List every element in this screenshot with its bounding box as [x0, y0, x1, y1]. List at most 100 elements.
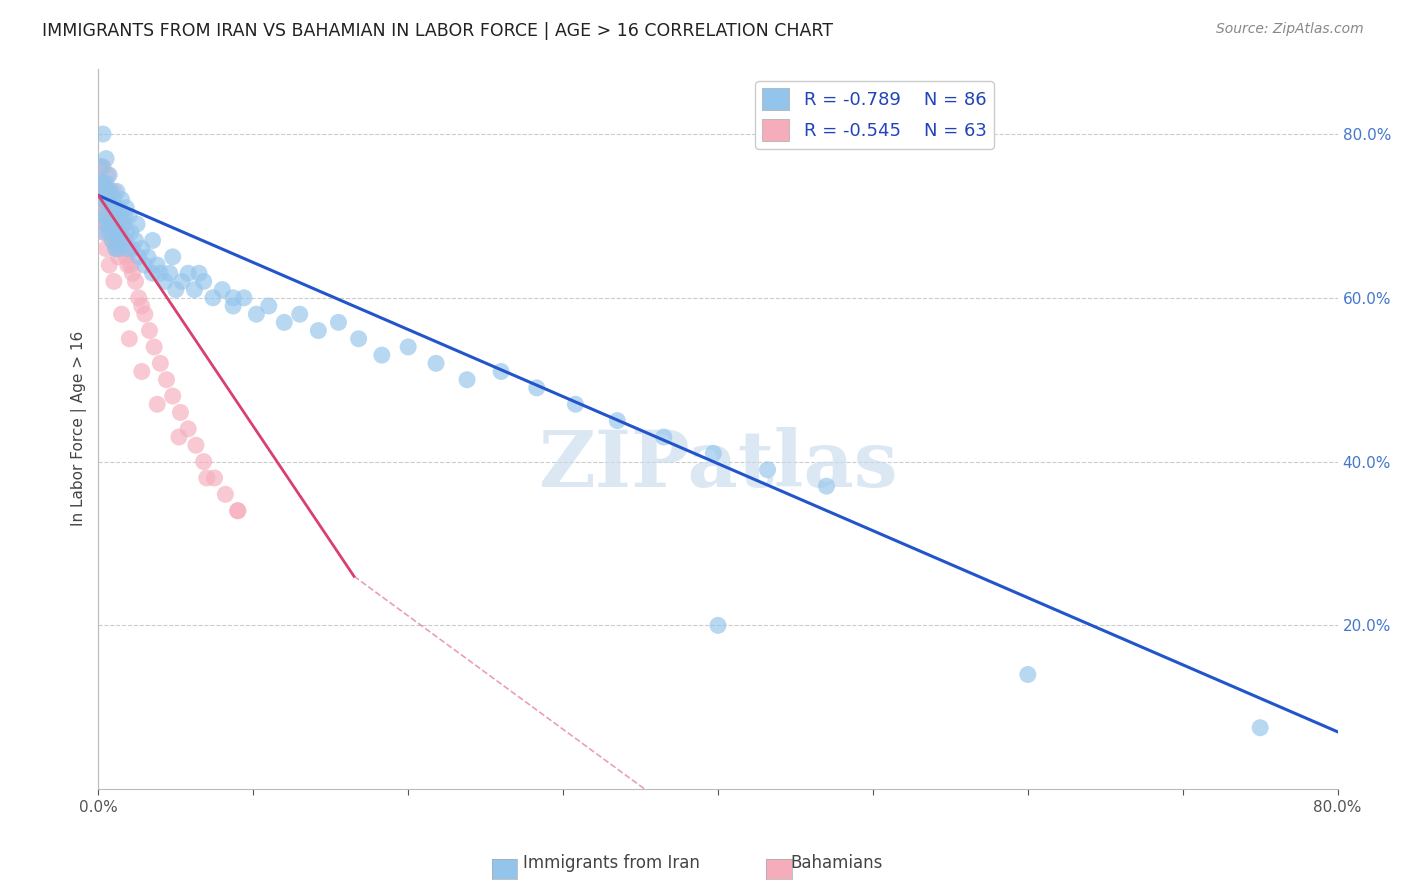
Point: [93, 176, 115, 190]
Point: [108, 225, 131, 239]
Point: [94, 217, 117, 231]
Text: Immigrants from Iran: Immigrants from Iran: [523, 855, 700, 872]
Point: [91, 160, 114, 174]
Point: [105, 185, 128, 199]
Point: [110, 193, 132, 207]
Point: [101, 201, 124, 215]
Point: [165, 283, 187, 297]
Point: [112, 217, 135, 231]
Point: [134, 258, 156, 272]
Point: [226, 504, 249, 518]
Point: [89, 193, 111, 207]
Point: [526, 381, 548, 395]
Point: [98, 258, 121, 272]
Point: [101, 234, 124, 248]
Point: [103, 185, 125, 199]
Point: [142, 266, 165, 280]
Point: [103, 225, 125, 239]
Point: [105, 242, 128, 256]
Point: [94, 242, 117, 256]
Point: [159, 266, 181, 280]
Point: [124, 275, 146, 289]
Point: [103, 275, 125, 289]
Point: [90, 209, 112, 223]
Point: [100, 193, 122, 207]
Point: [177, 422, 200, 436]
Point: [100, 185, 122, 199]
Point: [257, 299, 280, 313]
Point: [815, 479, 838, 493]
Point: [94, 176, 117, 190]
Point: [91, 193, 114, 207]
Point: [183, 283, 205, 297]
Text: ZIPatlas: ZIPatlas: [538, 427, 898, 503]
Point: [177, 266, 200, 280]
Point: [143, 340, 166, 354]
Point: [121, 266, 143, 280]
Point: [110, 234, 132, 248]
Point: [110, 242, 132, 256]
Point: [233, 291, 256, 305]
Point: [124, 234, 146, 248]
Point: [105, 201, 128, 215]
Point: [97, 201, 120, 215]
Point: [100, 225, 122, 239]
Point: [125, 217, 148, 231]
Point: [93, 193, 115, 207]
Point: [131, 364, 153, 378]
Point: [162, 250, 184, 264]
Point: [121, 242, 143, 256]
Point: [98, 217, 121, 231]
Point: [94, 185, 117, 199]
Point: [98, 225, 121, 239]
Point: [606, 414, 628, 428]
Point: [193, 275, 215, 289]
Point: [222, 299, 245, 313]
Point: [193, 454, 215, 468]
Point: [371, 348, 394, 362]
Point: [90, 176, 112, 190]
Point: [89, 176, 111, 190]
Point: [117, 242, 139, 256]
Text: Source: ZipAtlas.com: Source: ZipAtlas.com: [1216, 22, 1364, 37]
Point: [105, 209, 128, 223]
Point: [110, 209, 132, 223]
Point: [1017, 667, 1039, 681]
Point: [131, 299, 153, 313]
Point: [756, 463, 779, 477]
Point: [117, 258, 139, 272]
Point: [201, 291, 224, 305]
Point: [167, 430, 190, 444]
Point: [120, 225, 142, 239]
Point: [155, 373, 177, 387]
Point: [91, 176, 114, 190]
Point: [103, 193, 125, 207]
Point: [162, 389, 184, 403]
Point: [118, 242, 141, 256]
Point: [138, 324, 160, 338]
Point: [707, 618, 730, 632]
Point: [702, 446, 724, 460]
Point: [94, 152, 117, 166]
Point: [204, 471, 226, 485]
Point: [564, 397, 586, 411]
Point: [146, 397, 169, 411]
Point: [100, 217, 122, 231]
Point: [226, 504, 249, 518]
Point: [142, 234, 165, 248]
Point: [128, 250, 150, 264]
Point: [98, 168, 121, 182]
Legend: R = -0.789    N = 86, R = -0.545    N = 63: R = -0.789 N = 86, R = -0.545 N = 63: [755, 81, 994, 149]
Point: [188, 266, 211, 280]
Point: [91, 127, 114, 141]
Point: [105, 234, 128, 248]
Point: [211, 283, 233, 297]
Point: [91, 225, 114, 239]
Point: [195, 471, 218, 485]
Point: [115, 225, 138, 239]
Point: [98, 185, 121, 199]
Point: [652, 430, 675, 444]
Point: [118, 209, 141, 223]
Point: [104, 209, 127, 223]
Point: [93, 209, 115, 223]
